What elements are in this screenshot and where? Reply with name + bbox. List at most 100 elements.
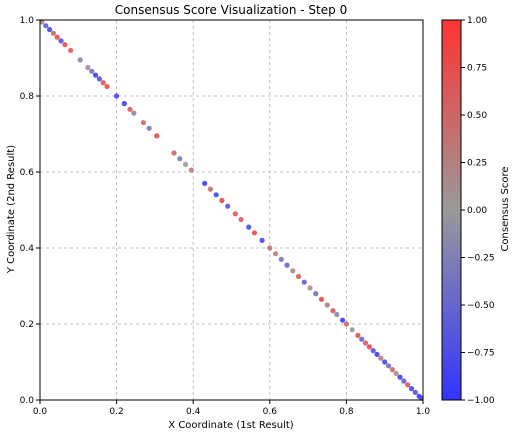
data-point <box>104 83 110 90</box>
colorbar-tick-label: 0.00 <box>467 206 487 216</box>
data-point <box>259 237 265 243</box>
data-point <box>182 161 189 167</box>
data-point <box>295 273 302 280</box>
y-tick-label: 0.4 <box>20 244 35 254</box>
data-point <box>92 72 99 78</box>
data-point <box>382 359 388 365</box>
y-tick-label: 1.0 <box>20 16 35 26</box>
data-point <box>50 30 57 36</box>
data-point <box>385 363 392 369</box>
data-point <box>131 110 137 116</box>
data-point <box>96 76 102 82</box>
x-axis-label: X Coordinate (1st Result) <box>168 420 293 431</box>
data-point <box>378 355 384 361</box>
data-point <box>272 251 279 257</box>
data-point <box>207 186 214 192</box>
data-point <box>366 344 372 350</box>
data-point <box>100 80 106 86</box>
data-point <box>284 262 290 268</box>
plot-frame <box>39 19 424 401</box>
x-tick-label: 0.6 <box>263 407 278 417</box>
colorbar-gradient <box>441 19 462 401</box>
colorbar-label: Consensus Score <box>500 166 511 251</box>
data-point <box>330 308 336 314</box>
x-tick-label: 0.8 <box>339 407 354 417</box>
data-point <box>412 389 418 395</box>
plot-area: 0.0 0.2 0.4 0.6 0.8 1.0 0.0 0.2 0.4 0.6 0.8 1.0 <box>20 16 431 417</box>
x-tick-label: 0.0 <box>33 407 48 417</box>
data-point <box>46 26 53 33</box>
x-tick-label: 0.2 <box>109 407 123 417</box>
data-point <box>418 395 424 401</box>
data-point <box>408 386 415 392</box>
data-point <box>374 351 380 357</box>
data-point <box>278 256 284 262</box>
data-point <box>85 64 91 71</box>
data-point <box>318 296 325 302</box>
data-point <box>140 120 147 126</box>
colorbar-tick-label: 1.00 <box>467 16 487 26</box>
colorbar-tick-label: −1.00 <box>467 396 495 406</box>
data-point <box>39 19 45 25</box>
colorbar-tick-label: −0.25 <box>467 254 495 264</box>
data-point <box>202 180 208 186</box>
data-point <box>146 125 152 131</box>
y-axis-label: Y Coordinate (2nd Result) <box>6 145 17 274</box>
data-point <box>301 279 307 285</box>
data-point <box>225 203 231 209</box>
data-point <box>68 47 74 54</box>
data-point <box>251 230 258 236</box>
data-point <box>219 197 225 204</box>
data-point <box>359 336 365 342</box>
data-point <box>62 42 68 48</box>
data-point <box>232 211 238 217</box>
x-tick-label: 0.4 <box>186 407 201 417</box>
data-point <box>121 101 127 107</box>
data-point <box>267 245 273 251</box>
data-point <box>343 321 349 327</box>
data-point <box>154 133 160 139</box>
data-point <box>334 311 340 318</box>
colorbar-tick-label: 0.75 <box>467 64 487 74</box>
data-point <box>213 192 219 198</box>
data-point <box>77 57 83 63</box>
data-point <box>171 150 177 156</box>
data-point <box>43 23 49 29</box>
data-point <box>188 167 194 173</box>
data-point <box>393 370 399 376</box>
data-point <box>401 378 407 384</box>
data-point <box>290 268 296 274</box>
data-point <box>370 348 376 354</box>
data-point <box>339 317 346 323</box>
data-point <box>307 285 313 291</box>
x-tick-label: 1.0 <box>416 407 431 417</box>
colorbar-tick-label: 0.25 <box>467 159 487 169</box>
data-point <box>246 224 252 230</box>
data-point <box>405 382 411 388</box>
colorbar-tick-label: −0.75 <box>467 349 495 359</box>
data-point <box>355 332 361 338</box>
chart-title: Consensus Score Visualization - Step 0 <box>115 3 347 17</box>
colorbar-tick-label: −0.50 <box>467 301 495 311</box>
data-point <box>389 367 395 373</box>
data-point <box>349 327 355 333</box>
data-point <box>58 38 64 44</box>
data-point <box>324 302 330 308</box>
y-tick-label: 0.6 <box>20 168 35 178</box>
data-point <box>397 374 403 380</box>
y-tick-label: 0.2 <box>20 320 34 330</box>
data-point <box>114 93 120 99</box>
data-point <box>362 340 369 346</box>
y-tick-label: 0.8 <box>20 92 35 102</box>
data-point <box>89 68 95 74</box>
data-point <box>127 106 133 112</box>
data-point <box>313 291 319 297</box>
data-point <box>238 216 244 223</box>
colorbar: 1.00 0.75 0.50 0.25 0.00 −0.25 −0.50 −0.75 −1.00 <box>441 16 495 406</box>
colorbar-tick-label: 0.50 <box>467 111 487 121</box>
data-point <box>54 34 60 40</box>
data-point <box>177 156 183 162</box>
y-tick-label: 0.0 <box>20 396 35 406</box>
